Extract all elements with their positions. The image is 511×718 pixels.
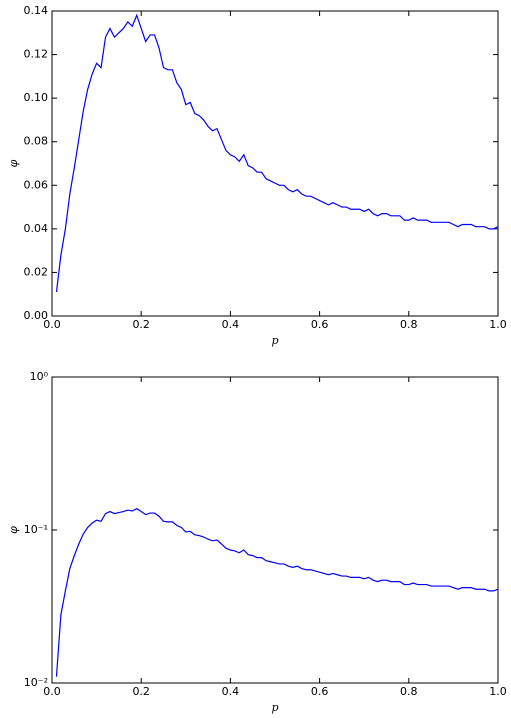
x-tick-label: 1.0: [489, 318, 507, 331]
x-tick-label: 0.8: [400, 318, 418, 331]
y-tick-label: 10⁰: [30, 370, 49, 383]
x-tick-label: 0.8: [400, 685, 418, 698]
plot-area: [51, 10, 499, 317]
y-tick-label: 0.02: [24, 265, 49, 278]
x-tick-label: 0.6: [311, 318, 329, 331]
y-tick-label: 10⁻¹: [24, 523, 48, 536]
x-tick-label: 0.2: [132, 685, 150, 698]
y-tick-label: 0.08: [24, 135, 49, 148]
y-tick-label: 10⁻²: [24, 676, 48, 689]
x-tick-label: 0.6: [311, 685, 329, 698]
x-tick-label: 0.4: [222, 318, 240, 331]
x-tick-label: 1.0: [489, 685, 507, 698]
x-tick-label: 0.0: [43, 318, 61, 331]
x-axis-label: p: [271, 334, 278, 347]
y-tick-label: 0.14: [24, 4, 49, 17]
x-tick-label: 0.2: [132, 318, 150, 331]
x-tick-label: 0.0: [43, 685, 61, 698]
y-tick-label: 0.00: [24, 309, 49, 322]
data-line: [55, 13, 499, 293]
y-tick-label: 0.10: [24, 91, 49, 104]
plot-area: [51, 376, 499, 684]
x-axis-label: p: [271, 701, 278, 714]
y-tick-label: 0.06: [24, 178, 49, 191]
y-axis-label: φ: [7, 526, 20, 534]
x-tick-label: 0.4: [222, 685, 240, 698]
data-line: [55, 507, 499, 677]
y-tick-label: 0.04: [24, 222, 49, 235]
y-axis-label: φ: [7, 159, 20, 167]
y-tick-label: 0.12: [24, 48, 49, 61]
